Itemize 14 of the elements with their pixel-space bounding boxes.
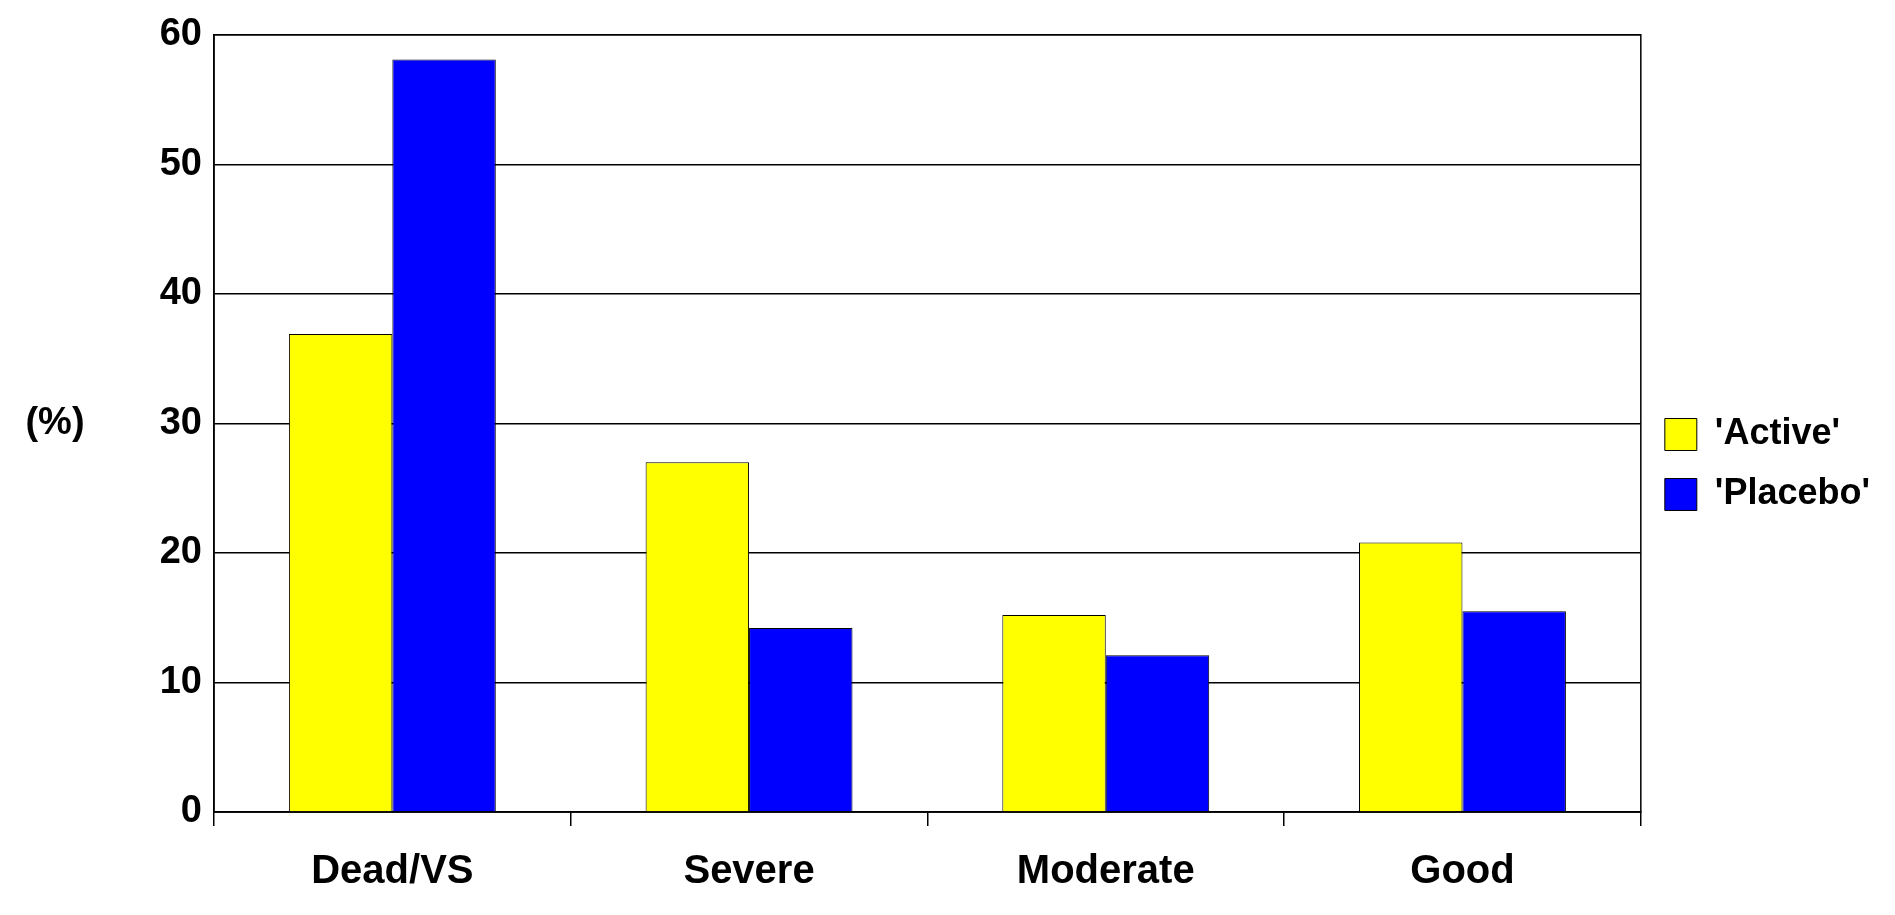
y-tick-label: 10 bbox=[159, 658, 202, 701]
x-tick-label: Dead/VS bbox=[311, 847, 474, 892]
y-tick-label: 50 bbox=[159, 140, 202, 183]
y-tick-label: 40 bbox=[159, 270, 202, 313]
x-tick-label: Severe bbox=[683, 847, 815, 892]
y-tick-label: 20 bbox=[159, 529, 202, 572]
y-tick-label: 0 bbox=[180, 788, 202, 831]
y-tick-label: 30 bbox=[159, 399, 202, 442]
x-tick-label: Moderate bbox=[1016, 847, 1195, 892]
y-axis-title: (%) bbox=[25, 399, 85, 442]
y-tick-label: 60 bbox=[159, 11, 202, 54]
legend-label: 'Active' bbox=[1714, 411, 1841, 453]
legend-label: 'Placebo' bbox=[1714, 471, 1871, 513]
x-tick-label: Good bbox=[1410, 847, 1515, 892]
